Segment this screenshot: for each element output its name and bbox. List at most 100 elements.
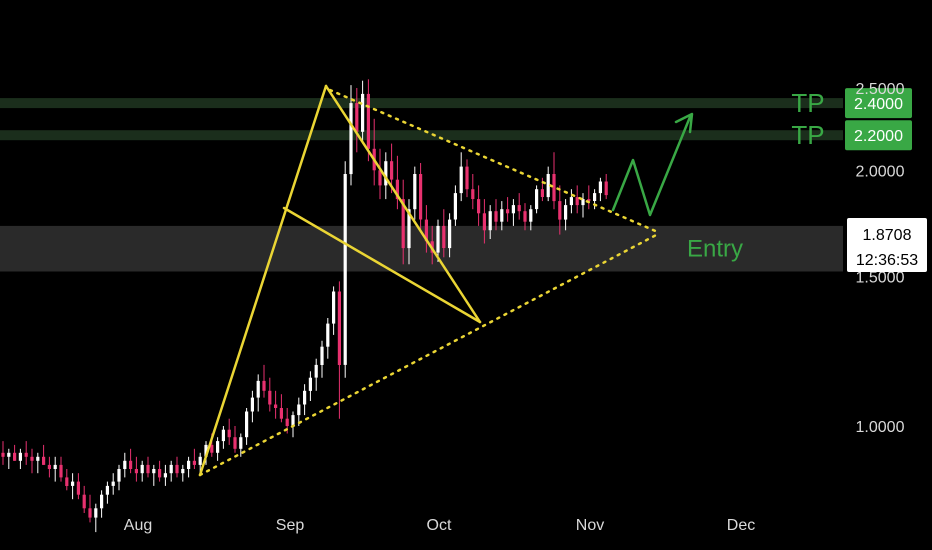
candle xyxy=(598,177,602,202)
candle xyxy=(7,448,11,469)
candle xyxy=(82,485,86,513)
candle xyxy=(575,185,579,214)
candle-body xyxy=(227,429,231,438)
candle-body xyxy=(47,464,51,469)
last-price-tag[interactable]: 1.8708 12:36:53 xyxy=(847,218,927,272)
candle xyxy=(274,390,278,419)
candle xyxy=(552,152,556,210)
candle-body xyxy=(511,205,515,214)
candle-body xyxy=(465,166,469,190)
candle-body xyxy=(540,189,544,197)
candle xyxy=(198,452,202,474)
candle xyxy=(413,166,417,220)
candle-body xyxy=(436,225,440,253)
candle-body xyxy=(175,464,179,474)
candle-body xyxy=(291,415,295,426)
candle-body xyxy=(604,181,608,196)
candle-body xyxy=(169,464,173,474)
candle-body xyxy=(7,452,11,457)
candle-body xyxy=(343,174,347,365)
candle xyxy=(233,426,237,453)
x-tick-label: Oct xyxy=(427,517,452,534)
candle-body xyxy=(303,390,307,405)
candle-body xyxy=(53,464,57,469)
candle-body xyxy=(140,464,144,474)
candle-body xyxy=(181,469,185,474)
candle-body xyxy=(558,201,562,220)
candle xyxy=(256,374,260,412)
candle xyxy=(482,199,486,244)
candle xyxy=(1,441,5,465)
candle-body xyxy=(24,452,28,457)
candle-body xyxy=(216,441,220,453)
candle-body xyxy=(442,225,446,248)
candle xyxy=(140,460,144,482)
candle-body xyxy=(233,437,237,449)
candle-body xyxy=(587,199,591,202)
candle-body xyxy=(30,456,34,461)
candle xyxy=(76,473,80,500)
candle xyxy=(117,464,121,491)
candle-body xyxy=(82,494,86,509)
candle-body xyxy=(204,444,208,457)
candle-body xyxy=(100,494,104,509)
candle-body xyxy=(129,460,133,469)
candle xyxy=(477,185,481,226)
candle xyxy=(30,448,34,474)
y-tick-label: 2.5000 xyxy=(856,81,905,98)
flag-upper-line xyxy=(324,84,482,324)
candle-body xyxy=(13,452,17,461)
candle xyxy=(471,174,475,210)
candle-body xyxy=(407,209,411,249)
candle-body xyxy=(18,452,22,461)
candle xyxy=(36,452,40,474)
candle xyxy=(303,384,307,416)
candle-body xyxy=(158,469,162,478)
candle xyxy=(401,179,405,265)
candle xyxy=(587,185,591,210)
candle-body xyxy=(506,209,510,214)
x-tick-label: Nov xyxy=(576,517,604,534)
candle-body xyxy=(494,211,498,222)
candle-body xyxy=(337,291,341,365)
candle xyxy=(535,185,539,214)
candle xyxy=(175,456,179,478)
candle-body xyxy=(308,377,312,391)
candle-body xyxy=(256,380,260,398)
candle-body xyxy=(88,508,92,518)
candle xyxy=(94,503,98,533)
y-axis: 2.5000 2.0000 1.5000 1.0000 xyxy=(856,81,905,436)
candle-body xyxy=(575,197,579,206)
candle xyxy=(326,318,330,359)
candle-body xyxy=(488,211,492,231)
candle-body xyxy=(419,174,423,220)
candle xyxy=(361,80,365,144)
candle xyxy=(291,411,295,438)
candle xyxy=(192,448,196,469)
x-tick-label: Sep xyxy=(276,517,305,534)
candle xyxy=(332,286,336,335)
candle xyxy=(558,185,562,235)
candle-body xyxy=(320,346,324,365)
candle-body xyxy=(535,189,539,210)
candle xyxy=(13,444,17,461)
candle-body xyxy=(198,456,202,465)
candle-body xyxy=(36,456,40,461)
candle-body xyxy=(65,477,69,486)
candle-body xyxy=(71,481,75,486)
candle-body xyxy=(117,469,121,482)
candle-body xyxy=(390,161,394,180)
candle xyxy=(100,490,104,518)
candle xyxy=(268,377,272,412)
candle-body xyxy=(94,508,98,518)
candle xyxy=(569,189,573,214)
candle xyxy=(442,209,446,258)
candle-body xyxy=(297,404,301,416)
candle-body xyxy=(163,473,167,478)
candle xyxy=(407,199,411,265)
candle-body xyxy=(517,205,521,212)
candle xyxy=(187,456,191,478)
candle-body xyxy=(355,103,359,132)
